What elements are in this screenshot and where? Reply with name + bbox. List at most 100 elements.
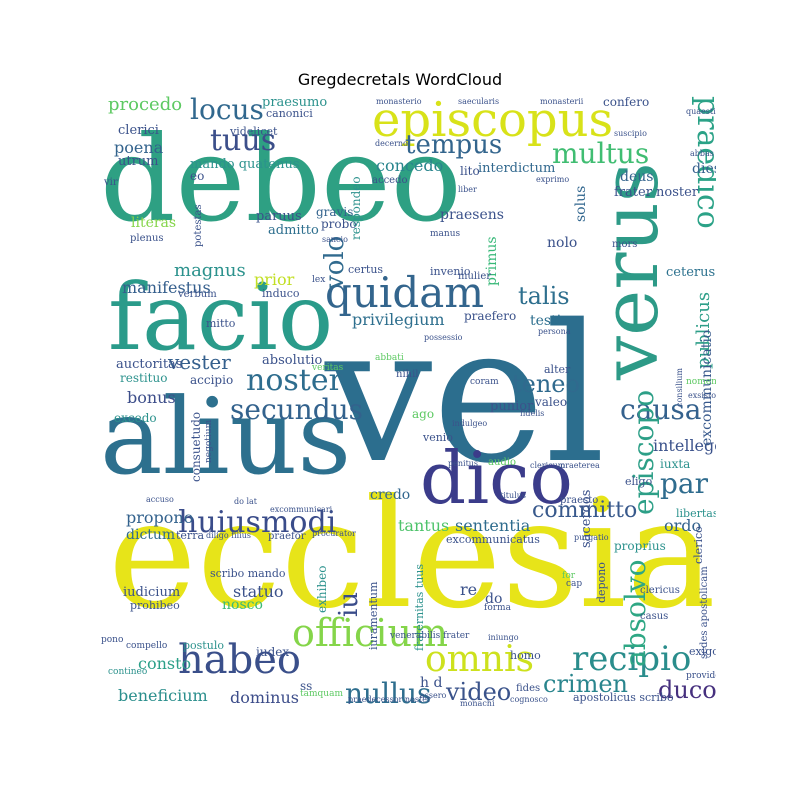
word-officium: officium bbox=[292, 611, 448, 655]
word-nullus: nullus bbox=[345, 677, 432, 710]
word-mitto: mitto bbox=[206, 317, 236, 330]
word-absolutio: absolutio bbox=[262, 353, 323, 368]
word-tantus: tantus bbox=[398, 516, 450, 535]
word-diligo-filius: diligo filius bbox=[206, 531, 251, 540]
word-for: for bbox=[562, 571, 576, 581]
word-vir: vir bbox=[104, 177, 118, 188]
word-sancio: sancio bbox=[322, 235, 348, 244]
word-nolo: nolo bbox=[547, 235, 578, 251]
word-praefero: praefero bbox=[464, 309, 517, 323]
word-iudicium: iudicium bbox=[123, 585, 181, 600]
word-cloud: vel ecclesia debeo alius facio verus dico episc… bbox=[100, 96, 716, 712]
word-cap: cap bbox=[566, 579, 583, 589]
word-praesumo: praesumo bbox=[262, 96, 328, 110]
word-noster: noster bbox=[246, 363, 343, 398]
word-nosco: nosco bbox=[222, 597, 263, 613]
word-proprius: proprius bbox=[614, 539, 666, 553]
word-solus: solus bbox=[573, 185, 589, 222]
word-dominus: dominus bbox=[230, 688, 299, 707]
word-exprimo: exprimo bbox=[536, 175, 570, 184]
word-procedo: procedo bbox=[108, 96, 183, 115]
word-alius: alius bbox=[100, 376, 352, 498]
word-concedo: concedo bbox=[376, 156, 444, 175]
word-manus: manus bbox=[430, 229, 461, 239]
word-excommunicatus: excommunicatus bbox=[446, 533, 540, 546]
word-lito: lito bbox=[460, 164, 480, 178]
word-depono: depono bbox=[595, 562, 608, 603]
word-secundus: secundus bbox=[230, 393, 364, 426]
word-monasterii: monasterii bbox=[540, 97, 584, 106]
word-iniungo: iniungo bbox=[488, 633, 519, 642]
word-poena: poena bbox=[114, 138, 164, 157]
word-testis: testis bbox=[530, 313, 569, 329]
word-interdictum: interdictum bbox=[478, 161, 556, 176]
word-praedecessor-noster: praedecessor noster bbox=[348, 695, 431, 704]
word-videlicet: videlicet bbox=[230, 125, 278, 138]
word-credo: credo bbox=[370, 487, 411, 503]
word-facio: facio bbox=[108, 264, 334, 371]
word-accipio: accipio bbox=[190, 373, 234, 387]
word-scribo-mando: scribo mando bbox=[210, 567, 286, 580]
word-teneo: teneo bbox=[512, 370, 580, 398]
word-valeo: valeo bbox=[535, 395, 568, 409]
word-induco: induco bbox=[262, 287, 300, 300]
word-praeterea: praeterea bbox=[560, 461, 600, 470]
word-invenio: invenio bbox=[430, 265, 471, 278]
word-duco: duco bbox=[658, 676, 716, 704]
word-debeo: debeo bbox=[100, 110, 462, 248]
word-nomen: nomen bbox=[686, 377, 716, 387]
word-auctoritas: auctoritas bbox=[116, 357, 183, 372]
word-propono: propono bbox=[126, 508, 194, 527]
word-iu: iu bbox=[334, 591, 364, 617]
word-clerici: clerici bbox=[118, 123, 159, 138]
word-omnis: omnis bbox=[425, 639, 534, 680]
word-coram: coram bbox=[470, 377, 499, 387]
word-potestas: potestas bbox=[193, 204, 204, 247]
word-huiusmodi: huiusmodi bbox=[178, 505, 337, 540]
word-compello: compello bbox=[126, 641, 168, 651]
word-ss: ss bbox=[300, 679, 313, 693]
word-do: do bbox=[485, 591, 503, 607]
word-veritas: veritas bbox=[312, 363, 344, 373]
word-locus: locus bbox=[190, 96, 264, 126]
word-beneficium: beneficium bbox=[118, 686, 208, 705]
word-exhibeo: exhibeo bbox=[315, 565, 329, 613]
word-alter: alter bbox=[544, 363, 571, 376]
word-ordo: ordo bbox=[664, 516, 702, 535]
word-titulus: titulus bbox=[500, 491, 526, 500]
word-utrum: utrum bbox=[118, 154, 159, 169]
word-consto: consto bbox=[138, 654, 192, 673]
word-par: par bbox=[660, 467, 709, 500]
word-iuxta: iuxta bbox=[660, 457, 691, 471]
word-dico: dico bbox=[420, 436, 573, 520]
word-literas: literas bbox=[131, 215, 177, 231]
word-certus: certus bbox=[348, 263, 384, 276]
word-accuso: accuso bbox=[146, 495, 174, 504]
word-plenus: plenus bbox=[130, 233, 164, 244]
word-suscipio: suscipio bbox=[614, 129, 647, 138]
word-bonus: bonus bbox=[127, 388, 176, 407]
word-praesto: praesto bbox=[560, 495, 599, 506]
word-praefor: praefor bbox=[268, 531, 306, 542]
word-assero: assero bbox=[420, 691, 447, 700]
word-manifestus: manifestus bbox=[122, 278, 211, 297]
word-praesens: praesens bbox=[440, 207, 504, 223]
word-committo: committo bbox=[532, 498, 638, 523]
word-habeo: habeo bbox=[178, 637, 301, 683]
word-deus: deus bbox=[620, 169, 654, 185]
chart-title: Gregdecretals WordCloud bbox=[297, 70, 503, 89]
word-apostolicus-scribo: apostolicus scribo bbox=[573, 691, 674, 704]
word-admitto: admitto bbox=[268, 223, 319, 238]
word-gravis: gravis bbox=[316, 205, 354, 219]
word-statuo: statuo bbox=[233, 582, 284, 601]
word-nihil: nihil bbox=[396, 369, 419, 380]
word-magnus: magnus bbox=[174, 260, 246, 281]
word-talis: talis bbox=[518, 282, 570, 310]
word-tuus: tuus bbox=[210, 123, 277, 158]
word-contineo: contineo bbox=[108, 667, 148, 677]
word-iuramentum: iuramentum bbox=[367, 581, 380, 650]
word-quidam: quidam bbox=[325, 268, 485, 317]
word-recipio: recipio bbox=[572, 639, 692, 679]
word-monasterio: monasterio bbox=[376, 97, 422, 106]
word-confero: confero bbox=[603, 96, 650, 109]
